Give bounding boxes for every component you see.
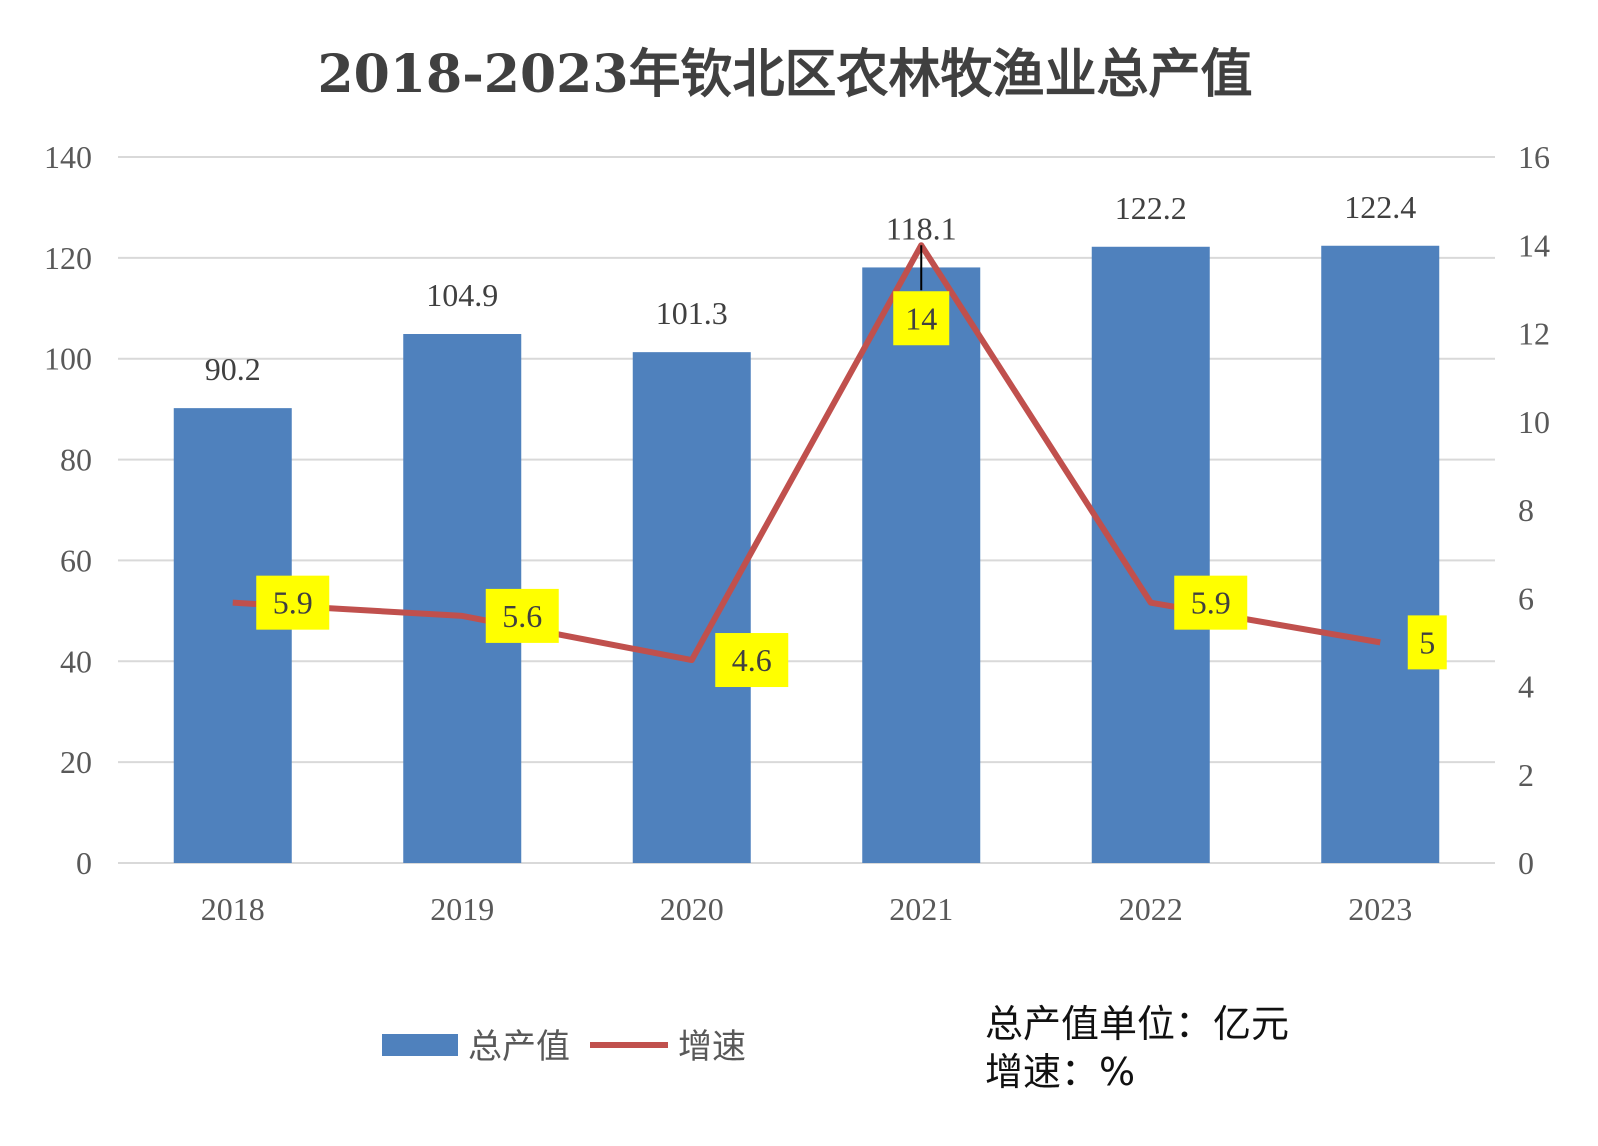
- x-tick-label: 2021: [889, 891, 953, 927]
- bar-value-label: 122.2: [1115, 190, 1187, 226]
- y-left-tick-label: 0: [76, 845, 92, 881]
- y-right-tick-label: 6: [1518, 580, 1534, 616]
- y-left-tick-label: 120: [44, 240, 92, 276]
- y-axis-right: 0 2 4 6 8 10 12 14 16: [1518, 139, 1550, 881]
- line-value-label: 4.6: [732, 642, 772, 678]
- line-label-box: [256, 575, 330, 630]
- legend-label-line: 增速: [678, 1027, 746, 1067]
- y-left-tick-label: 100: [44, 341, 92, 377]
- unit-note-value: 总产值单位：亿元: [985, 1002, 1289, 1046]
- gridlines: [118, 156, 1495, 864]
- y-right-tick-label: 16: [1518, 139, 1550, 175]
- line-label-box: [1174, 575, 1248, 630]
- bar: [1091, 246, 1210, 863]
- y-left-tick-label: 20: [60, 744, 92, 780]
- y-left-tick-label: 80: [60, 442, 92, 478]
- y-axis-left: 0 20 40 60 80 100 120 140: [44, 139, 92, 881]
- x-axis: 2018 2019 2020 2021 2022 2023: [201, 891, 1413, 927]
- line-value-label: 5.9: [273, 585, 313, 621]
- y-left-tick-label: 140: [44, 139, 92, 175]
- bar-value-label: 122.4: [1344, 189, 1416, 225]
- line-value-label: 14: [905, 300, 937, 336]
- line-series: 5.9 5.6 4.6 14 5.9 5: [232, 242, 1447, 688]
- legend-label-bar: 总产值: [468, 1027, 570, 1067]
- legend-swatch-bar: [382, 1034, 458, 1056]
- y-right-tick-label: 8: [1518, 492, 1534, 528]
- line-value-label: 5.9: [1191, 585, 1231, 621]
- y-right-tick-label: 12: [1518, 316, 1550, 352]
- line-label-box: [1407, 615, 1447, 670]
- x-tick-label: 2018: [201, 891, 265, 927]
- y-left-tick-label: 60: [60, 542, 92, 578]
- line-label-box: [485, 588, 559, 643]
- line-value-label: 5.6: [502, 598, 542, 634]
- line-value-label: 5: [1419, 624, 1435, 660]
- y-right-tick-label: 4: [1518, 669, 1534, 705]
- y-right-tick-label: 0: [1518, 845, 1534, 881]
- bar-value-label: 104.9: [426, 277, 498, 313]
- x-tick-label: 2020: [660, 891, 724, 927]
- y-left-tick-label: 40: [60, 643, 92, 679]
- chart-title: 2018-2023年钦北区农林牧渔业总产值: [317, 44, 1252, 105]
- bar-value-label: 90.2: [205, 351, 261, 387]
- y-right-tick-label: 10: [1518, 404, 1550, 440]
- bar: [173, 408, 292, 863]
- bar: [1321, 245, 1440, 864]
- bar-value-label: 118.1: [886, 210, 957, 246]
- line-label-box: [893, 291, 950, 346]
- legend: 总产值 增速: [382, 1027, 746, 1067]
- y-right-tick-label: 2: [1518, 757, 1534, 793]
- y-right-tick-label: 14: [1518, 227, 1550, 263]
- x-tick-label: 2023: [1348, 891, 1412, 927]
- x-tick-label: 2022: [1119, 891, 1183, 927]
- bar-value-label: 101.3: [656, 295, 728, 331]
- unit-note-growth: 增速：%: [985, 1050, 1135, 1094]
- bar: [632, 352, 751, 863]
- line-label-box: [715, 633, 789, 688]
- x-tick-label: 2019: [430, 891, 494, 927]
- bar: [862, 267, 981, 863]
